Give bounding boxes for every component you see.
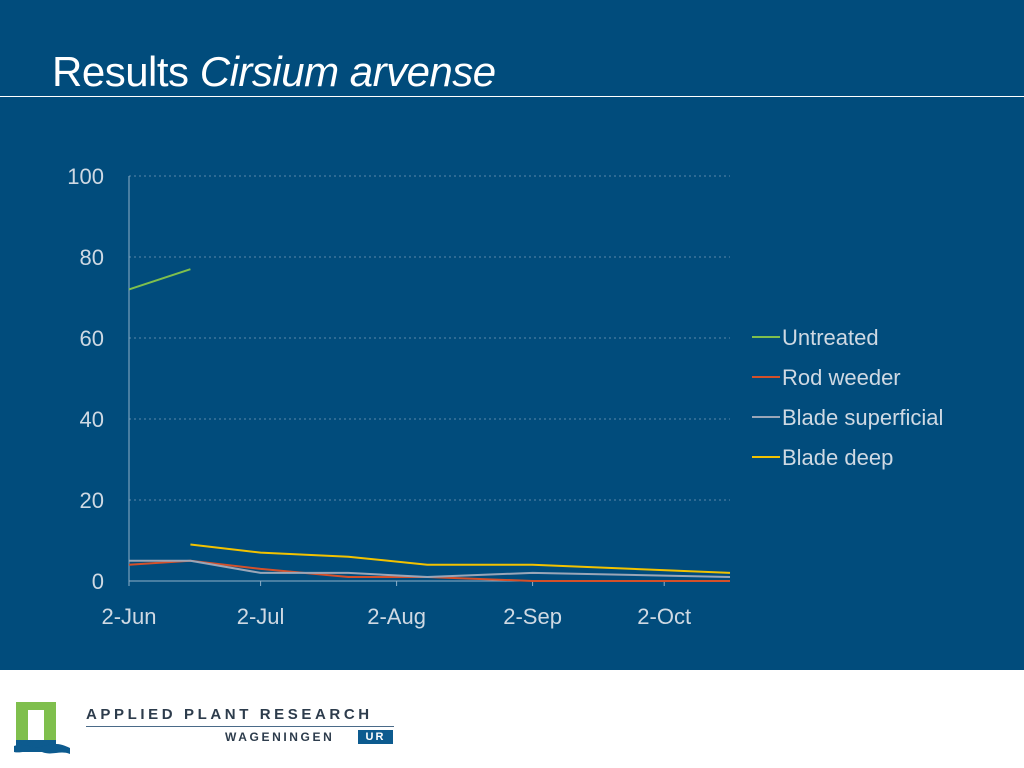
x-tick-label: 2-Jun xyxy=(101,604,156,629)
legend-label: Rod weeder xyxy=(782,365,901,390)
x-tick-label: 2-Jul xyxy=(237,604,285,629)
y-tick-label: 100 xyxy=(67,164,104,189)
footer: APPLIED PLANT RESEARCH WAGENINGEN UR xyxy=(0,670,1024,768)
logo-divider xyxy=(86,726,394,727)
org-sub: WAGENINGEN xyxy=(225,730,335,744)
title-species: Cirsium arvense xyxy=(199,48,496,95)
wur-logo-icon xyxy=(14,702,70,754)
y-tick-label: 0 xyxy=(92,569,104,594)
y-tick-label: 40 xyxy=(80,407,104,432)
title-divider xyxy=(0,96,1024,97)
x-tick-label: 2-Sep xyxy=(503,604,562,629)
slide-background xyxy=(0,0,1024,670)
title-main: Results xyxy=(52,48,189,95)
series-line-untreated xyxy=(128,268,191,291)
legend-label: Blade deep xyxy=(782,445,893,470)
x-tick-label: 2-Aug xyxy=(367,604,426,629)
y-tick-label: 80 xyxy=(80,245,104,270)
slide-title: Results Cirsium arvense xyxy=(52,46,496,98)
org-ur-badge: UR xyxy=(358,730,393,744)
legend-label: Untreated xyxy=(782,325,879,350)
line-chart: 0 20 40 60 80 100 2-Jun 2-Jul 2-Aug 2-Sep 2-Oct Unt… xyxy=(67,164,943,629)
legend-label: Blade superficial xyxy=(782,405,943,430)
y-tick-label: 20 xyxy=(80,488,104,513)
series-line-blade-deep xyxy=(190,543,731,574)
series-line-rod-weeder xyxy=(128,559,730,582)
x-tick-label: 2-Oct xyxy=(637,604,691,629)
y-tick-label: 60 xyxy=(80,326,104,351)
org-name: APPLIED PLANT RESEARCH xyxy=(86,706,373,723)
